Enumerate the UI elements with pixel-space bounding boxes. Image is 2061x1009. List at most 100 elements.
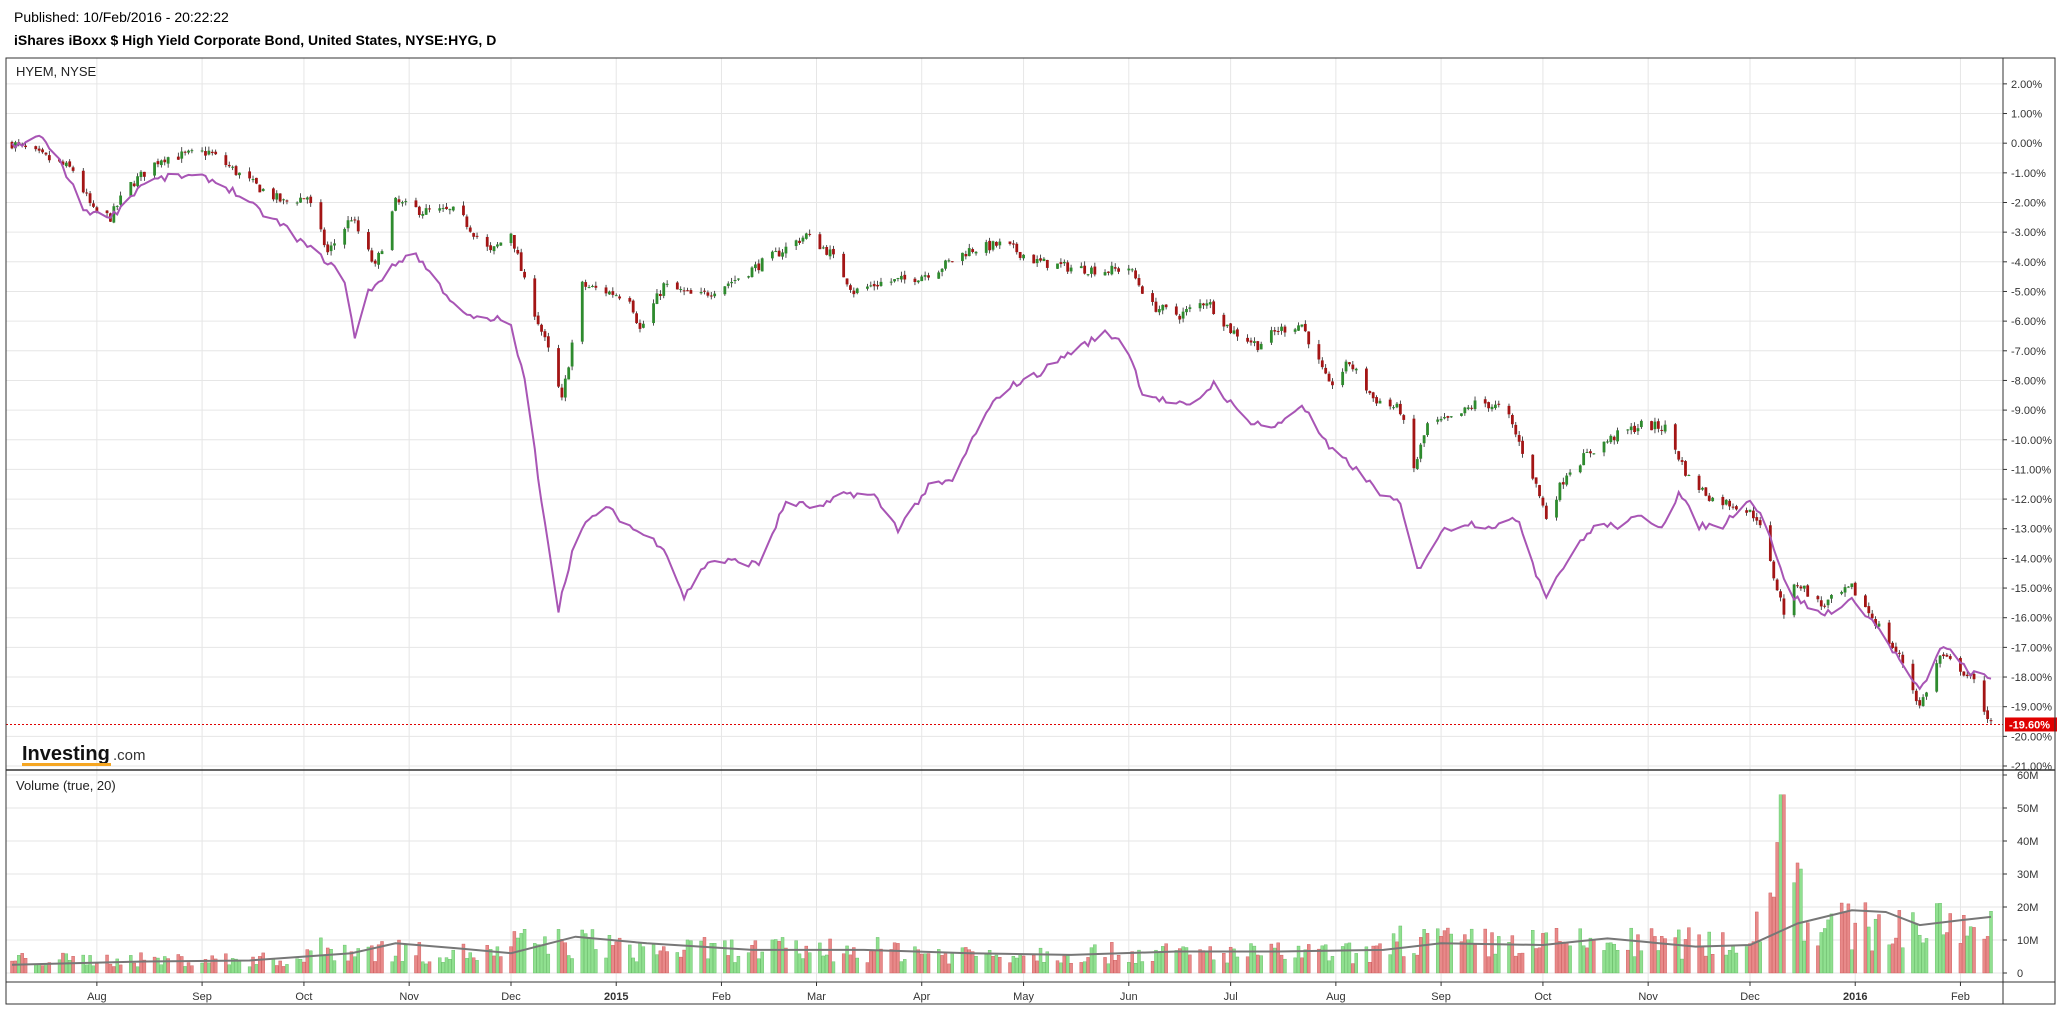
- candle-body: [115, 205, 119, 207]
- volume-bar: [614, 941, 618, 974]
- volume-bar: [1792, 882, 1796, 974]
- volume-bar: [1877, 914, 1881, 974]
- candle-body: [377, 252, 381, 265]
- volume-bar: [1863, 902, 1868, 974]
- candle-body: [1894, 646, 1898, 653]
- candle-body: [1365, 368, 1368, 391]
- candle-body: [1830, 594, 1833, 599]
- month-label: 2015: [604, 991, 628, 1003]
- volume-bar: [129, 955, 133, 974]
- volume-bar: [913, 946, 917, 974]
- candle-body: [1847, 586, 1850, 588]
- candle-body: [587, 287, 591, 289]
- price-tick-label: -16.00%: [2011, 613, 2052, 625]
- volume-bar: [166, 958, 170, 974]
- month-label: Aug: [1326, 991, 1346, 1003]
- candle-body: [821, 247, 825, 249]
- volume-bar: [427, 961, 432, 974]
- volume-bar: [1775, 842, 1779, 974]
- candle-body: [1782, 598, 1786, 615]
- month-label: 2016: [1843, 991, 1867, 1003]
- candle-body: [1565, 475, 1569, 485]
- candle-body: [214, 151, 218, 155]
- candle-body: [1650, 421, 1653, 431]
- volume-bar: [899, 961, 904, 974]
- price-tick-label: -12.00%: [2011, 494, 2052, 506]
- volume-bar: [1174, 950, 1179, 974]
- volume-bar: [1958, 943, 1963, 974]
- candle-body: [1341, 371, 1345, 386]
- candle-body: [594, 285, 598, 288]
- volume-bar: [1340, 946, 1345, 974]
- candle-body: [1850, 583, 1854, 588]
- volume-bar: [1588, 937, 1593, 974]
- volume-bar: [210, 955, 214, 974]
- volume-bar: [1439, 936, 1443, 974]
- volume-bar: [84, 964, 89, 974]
- volume-bar: [1296, 945, 1301, 974]
- candle-body: [584, 282, 588, 287]
- month-label: Nov: [1638, 991, 1658, 1003]
- volume-bar: [770, 939, 775, 974]
- volume-bar: [152, 956, 157, 974]
- candle-body: [1541, 497, 1545, 506]
- volume-bar: [916, 949, 921, 974]
- candle-body: [706, 292, 710, 296]
- volume-bar: [733, 962, 737, 974]
- candle-body: [299, 197, 302, 203]
- volume-bar: [804, 945, 809, 974]
- volume-bar: [1245, 956, 1250, 974]
- candle-body: [1344, 361, 1348, 372]
- volume-bar: [1188, 954, 1192, 974]
- candle-body: [275, 193, 279, 200]
- volume-bar: [139, 952, 143, 974]
- candle-body: [852, 290, 856, 295]
- candle-body: [278, 193, 282, 202]
- candle-body: [227, 164, 231, 167]
- candle-body: [1840, 591, 1844, 594]
- volume-bar: [903, 959, 907, 974]
- volume-bar: [34, 964, 38, 974]
- volume-bar: [417, 942, 422, 974]
- volume-bar: [1972, 927, 1976, 974]
- volume-bar: [393, 955, 398, 974]
- month-label: Oct: [1534, 991, 1551, 1003]
- candle-body: [1368, 391, 1372, 394]
- logo-word: Investing: [22, 743, 110, 765]
- volume-bar: [1707, 931, 1711, 974]
- volume-bar: [108, 963, 113, 974]
- candle-body: [842, 253, 846, 278]
- candle-body: [1154, 301, 1158, 312]
- volume-bar: [1901, 947, 1905, 974]
- volume-bar: [1435, 928, 1440, 974]
- volume-bar: [1744, 946, 1749, 974]
- volume-bar: [1734, 952, 1739, 974]
- volume-bar: [346, 960, 350, 974]
- volume-bar: [1819, 932, 1823, 974]
- candle-body: [1307, 331, 1311, 345]
- candle-body: [1280, 326, 1283, 331]
- candle-body: [1351, 364, 1355, 370]
- volume-bar: [1941, 934, 1946, 974]
- volume-bar: [1517, 953, 1521, 974]
- candle-body: [947, 260, 951, 262]
- volume-bar: [1198, 949, 1202, 974]
- candle-body: [1317, 344, 1321, 360]
- volume-bar: [998, 957, 1002, 974]
- volume-bar: [1300, 957, 1304, 974]
- volume-bar: [1015, 957, 1019, 974]
- price-tick-label: -19.00%: [2011, 702, 2052, 714]
- price-tick-label: -8.00%: [2011, 375, 2046, 387]
- volume-bar: [1130, 951, 1134, 974]
- volume-bar: [1934, 903, 1939, 974]
- volume-bar: [448, 959, 452, 974]
- candle-body: [1375, 397, 1378, 404]
- candle-body: [876, 284, 880, 287]
- chart-title: iShares iBoxx $ High Yield Corporate Bon…: [14, 32, 497, 48]
- candle-body: [163, 159, 167, 163]
- volume-bar: [1751, 941, 1756, 974]
- volume-bar: [1089, 947, 1094, 974]
- candle-body: [536, 315, 540, 325]
- candle-body: [1925, 692, 1928, 697]
